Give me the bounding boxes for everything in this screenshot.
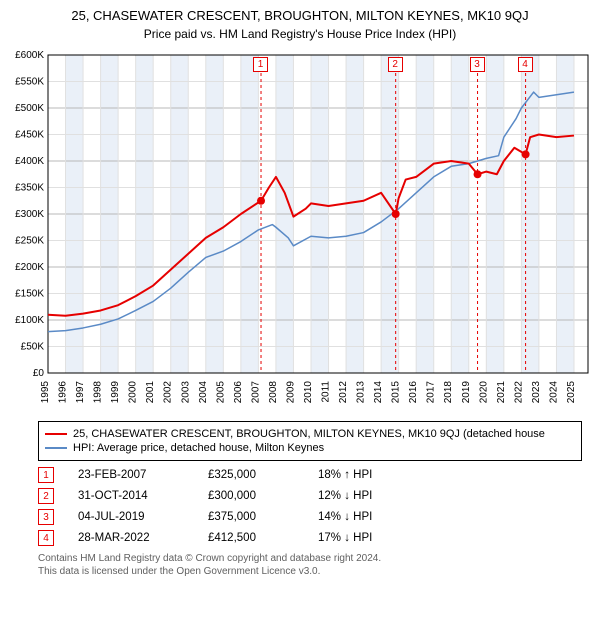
chart-marker-badge: 4 [518, 57, 533, 72]
legend-row: 25, CHASEWATER CRESCENT, BROUGHTON, MILT… [45, 428, 575, 440]
sales-amount: £375,000 [208, 511, 318, 523]
svg-text:2005: 2005 [215, 381, 226, 404]
svg-text:£300K: £300K [15, 209, 44, 220]
svg-text:2007: 2007 [250, 381, 261, 404]
sales-delta: 12% ↓ HPI [318, 490, 438, 502]
svg-text:2010: 2010 [303, 381, 314, 404]
title-subtitle: Price paid vs. HM Land Registry's House … [10, 27, 590, 41]
sales-row: 3 04-JUL-2019£375,00014% ↓ HPI [38, 509, 582, 525]
sales-delta: 17% ↓ HPI [318, 532, 438, 544]
sales-amount: £300,000 [208, 490, 318, 502]
svg-text:2000: 2000 [128, 381, 139, 404]
sales-table: 1 23-FEB-2007£325,00018% ↑ HPI 2 31-OCT-201… [38, 467, 582, 546]
svg-text:£500K: £500K [15, 103, 44, 114]
chart: £0 £50K £100K £150K £200K £250K £300K £350K £400… [0, 45, 600, 415]
svg-text:£200K: £200K [15, 262, 44, 273]
svg-text:£100K: £100K [15, 315, 44, 326]
svg-text:2013: 2013 [356, 381, 367, 404]
sales-row: 1 23-FEB-2007£325,00018% ↑ HPI [38, 467, 582, 483]
sales-date: 31-OCT-2014 [78, 490, 208, 502]
svg-text:2015: 2015 [391, 381, 402, 404]
svg-text:2009: 2009 [285, 381, 296, 404]
svg-text:2001: 2001 [145, 381, 156, 404]
footnote-line2: This data is licensed under the Open Gov… [38, 565, 582, 578]
svg-text:2008: 2008 [268, 381, 279, 404]
sales-badge: 4 [38, 530, 54, 546]
sales-date: 04-JUL-2019 [78, 511, 208, 523]
svg-text:2012: 2012 [338, 381, 349, 404]
legend-label: HPI: Average price, detached house, Milt… [73, 442, 324, 454]
svg-text:2021: 2021 [496, 381, 507, 404]
svg-text:2024: 2024 [548, 381, 559, 404]
legend: 25, CHASEWATER CRESCENT, BROUGHTON, MILT… [38, 421, 582, 461]
svg-text:£450K: £450K [15, 130, 44, 141]
svg-text:2017: 2017 [426, 381, 437, 404]
svg-text:1997: 1997 [75, 381, 86, 404]
svg-text:£50K: £50K [21, 342, 45, 353]
sales-amount: £412,500 [208, 532, 318, 544]
footnote: Contains HM Land Registry data © Crown c… [38, 552, 582, 578]
chart-marker-badge: 2 [388, 57, 403, 72]
svg-text:2023: 2023 [531, 381, 542, 404]
chart-svg: £0 £50K £100K £150K £200K £250K £300K £350K £400… [0, 45, 600, 415]
svg-text:2006: 2006 [233, 381, 244, 404]
svg-text:2022: 2022 [513, 381, 524, 404]
legend-label: 25, CHASEWATER CRESCENT, BROUGHTON, MILT… [73, 428, 545, 440]
svg-text:£400K: £400K [15, 156, 44, 167]
sales-row: 2 31-OCT-2014£300,00012% ↓ HPI [38, 488, 582, 504]
svg-text:2003: 2003 [180, 381, 191, 404]
svg-text:2020: 2020 [478, 381, 489, 404]
chart-marker-badge: 1 [253, 57, 268, 72]
svg-text:2019: 2019 [461, 381, 472, 404]
svg-text:£350K: £350K [15, 183, 44, 194]
svg-text:2011: 2011 [321, 381, 332, 403]
svg-text:2014: 2014 [373, 381, 384, 404]
svg-text:£550K: £550K [15, 77, 44, 88]
sales-delta: 18% ↑ HPI [318, 469, 438, 481]
svg-text:2018: 2018 [443, 381, 454, 404]
sales-row: 4 28-MAR-2022£412,50017% ↓ HPI [38, 530, 582, 546]
svg-text:2002: 2002 [163, 381, 174, 404]
svg-text:£150K: £150K [15, 289, 44, 300]
sales-amount: £325,000 [208, 469, 318, 481]
sales-badge: 2 [38, 488, 54, 504]
svg-text:£250K: £250K [15, 236, 44, 247]
chart-marker-badge: 3 [470, 57, 485, 72]
legend-row: HPI: Average price, detached house, Milt… [45, 442, 575, 454]
title-address: 25, CHASEWATER CRESCENT, BROUGHTON, MILT… [10, 8, 590, 23]
legend-swatch [45, 447, 67, 449]
svg-text:£600K: £600K [15, 50, 44, 61]
sales-delta: 14% ↓ HPI [318, 511, 438, 523]
chart-titles: 25, CHASEWATER CRESCENT, BROUGHTON, MILT… [0, 0, 600, 45]
svg-text:£0: £0 [33, 368, 45, 379]
sales-date: 23-FEB-2007 [78, 469, 208, 481]
sales-badge: 3 [38, 509, 54, 525]
svg-text:2016: 2016 [408, 381, 419, 404]
legend-swatch [45, 433, 67, 435]
svg-text:2025: 2025 [566, 381, 577, 404]
page: 25, CHASEWATER CRESCENT, BROUGHTON, MILT… [0, 0, 600, 578]
sales-badge: 1 [38, 467, 54, 483]
svg-text:1999: 1999 [110, 381, 121, 404]
svg-text:1998: 1998 [93, 381, 104, 404]
svg-text:1995: 1995 [40, 381, 51, 404]
sales-date: 28-MAR-2022 [78, 532, 208, 544]
svg-text:2004: 2004 [198, 381, 209, 404]
svg-text:1996: 1996 [58, 381, 69, 404]
footnote-line1: Contains HM Land Registry data © Crown c… [38, 552, 582, 565]
